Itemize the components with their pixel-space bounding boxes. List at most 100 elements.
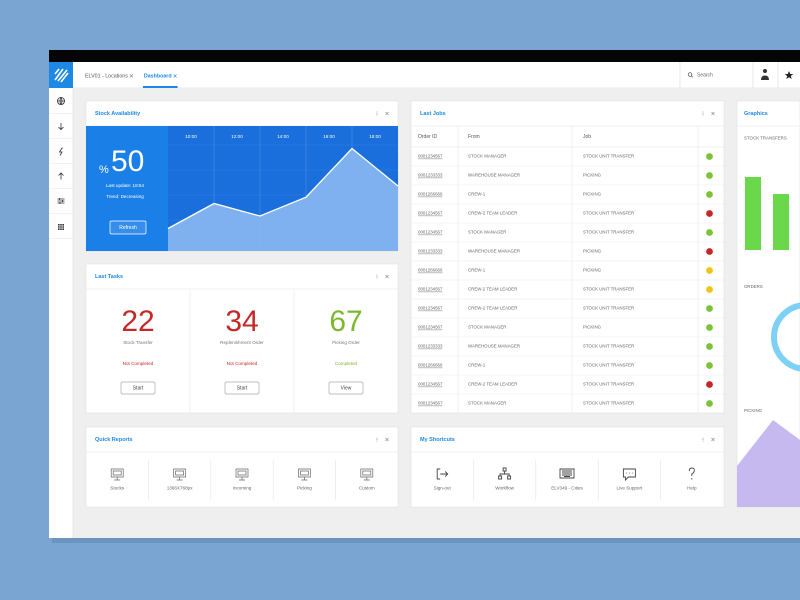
item-label[interactable]: ELV349 - Cities [551,486,583,491]
close-icon[interactable] [129,74,134,78]
job-type: PICKING [583,192,602,197]
job-from: CREW-2 TEAM LEADER [468,211,517,216]
shortcut-icon [436,468,449,480]
job-type: PICKING [583,173,602,178]
sidebar-icon[interactable] [57,198,65,204]
time-label: 12:00 [231,134,243,139]
stock-value: 50 [111,145,144,178]
card-title: Last Tasks [95,274,123,280]
order-id-link[interactable]: 0001234567 [418,211,443,216]
status-dot [706,362,713,369]
item-label[interactable]: Live Support [617,486,644,491]
task-button[interactable] [120,381,156,395]
order-id-link[interactable]: 0001234567 [418,401,443,406]
task-status: Not Completed [123,361,154,366]
sidebar-icon[interactable] [58,123,64,131]
column-header: Job [583,134,591,140]
nav-tab[interactable]: ELV01 - Locations [85,73,128,79]
menu-icon[interactable] [376,111,378,116]
task-button[interactable] [224,381,260,395]
order-id-link[interactable]: 0001266666 [418,268,443,273]
sidebar [49,88,73,538]
menu-dot [376,114,378,116]
order-id-link[interactable]: 0001266666 [418,192,443,197]
sidebar-icon[interactable] [58,224,64,230]
close-icon[interactable] [385,111,389,116]
menu-dot [376,437,378,439]
job-type: PICKING [583,268,602,273]
close-icon[interactable] [711,111,715,116]
close-icon[interactable] [173,74,177,78]
status-dot [706,324,713,331]
job-from: CREW-2 TEAM LEADER [468,306,517,311]
task-button[interactable] [328,381,364,395]
job-from: STOCK MANAGER [468,230,506,235]
sidebar-icon[interactable] [58,172,64,180]
report-icon [298,468,311,481]
job-type: STOCK UNIT TRANSFER [583,401,634,406]
status-dot [706,305,713,312]
time-label: 18:00 [369,134,381,139]
sidebar-icon[interactable] [57,97,65,105]
menu-icon[interactable] [376,437,378,442]
last-update: Last update: 18:54 [106,183,145,188]
menu-icon[interactable] [702,437,704,442]
search-placeholder[interactable]: Search [697,73,713,79]
order-id-link[interactable]: 0001233333 [418,344,443,349]
task-button-label[interactable]: Start [237,386,248,392]
menu-icon[interactable] [376,274,378,279]
job-from: CREW-2 TEAM LEADER [468,287,517,292]
item-label[interactable]: Help [687,486,697,491]
refresh-button[interactable] [109,220,147,235]
menu-dot [376,276,378,277]
picking-area [737,420,800,507]
card-title: Quick Reports [95,437,133,443]
menu-dot [702,437,704,439]
status-dot [706,381,713,388]
job-type: STOCK UNIT TRANSFER [583,211,634,216]
menu-icon[interactable] [702,111,704,116]
report-icon [110,468,124,481]
card-title: Stock Availability [95,111,141,117]
item-label[interactable]: Sign-out [434,486,452,491]
item-label[interactable]: Custom [359,486,375,491]
job-from: CREW-2 TEAM LEADER [468,382,517,387]
nav-tab[interactable]: Dashboard [144,73,172,79]
job-type: STOCK UNIT TRANSFER [583,306,634,311]
item-label[interactable]: Picking [297,486,312,491]
order-id-link[interactable]: 0001233333 [418,173,443,178]
order-id-link[interactable]: 0001234567 [418,306,443,311]
item-label[interactable]: 1366X768px [167,486,194,491]
refresh-button-label[interactable]: Refresh [119,225,137,231]
sidebar-icon[interactable] [58,147,64,156]
stock-summary-panel [86,126,168,251]
menu-dot [702,440,704,442]
order-id-link[interactable]: 0001234567 [418,325,443,330]
item-label[interactable]: Workflow [495,486,514,491]
menu-dot [702,111,704,113]
task-button-label[interactable]: View [341,386,352,392]
order-id-link[interactable]: 0001233333 [418,249,443,254]
percent-sign: % [99,164,109,176]
item-label[interactable]: Stocks [110,486,124,491]
close-icon[interactable] [711,437,715,442]
star-icon[interactable] [784,71,794,79]
logo[interactable] [49,62,73,88]
report-icon [235,468,249,481]
transfer-bar [773,194,789,250]
user-icon[interactable] [761,69,769,80]
item-label[interactable]: Incoming [233,486,252,491]
order-id-link[interactable]: 0001266666 [418,363,443,368]
task-button-label[interactable]: Start [133,386,144,392]
order-id-link[interactable]: 0001234567 [418,230,443,235]
close-icon[interactable] [385,274,389,279]
job-from: STOCK MANAGER [468,401,506,406]
job-from: STOCK MANAGER [468,325,506,330]
job-type: STOCK UNIT TRANSFER [583,344,634,349]
order-id-link[interactable]: 0001234567 [418,287,443,292]
order-id-link[interactable]: 0001234567 [418,382,443,387]
close-icon[interactable] [385,437,389,442]
order-id-link[interactable]: 0001234567 [418,154,443,159]
orders-donut [771,302,800,372]
